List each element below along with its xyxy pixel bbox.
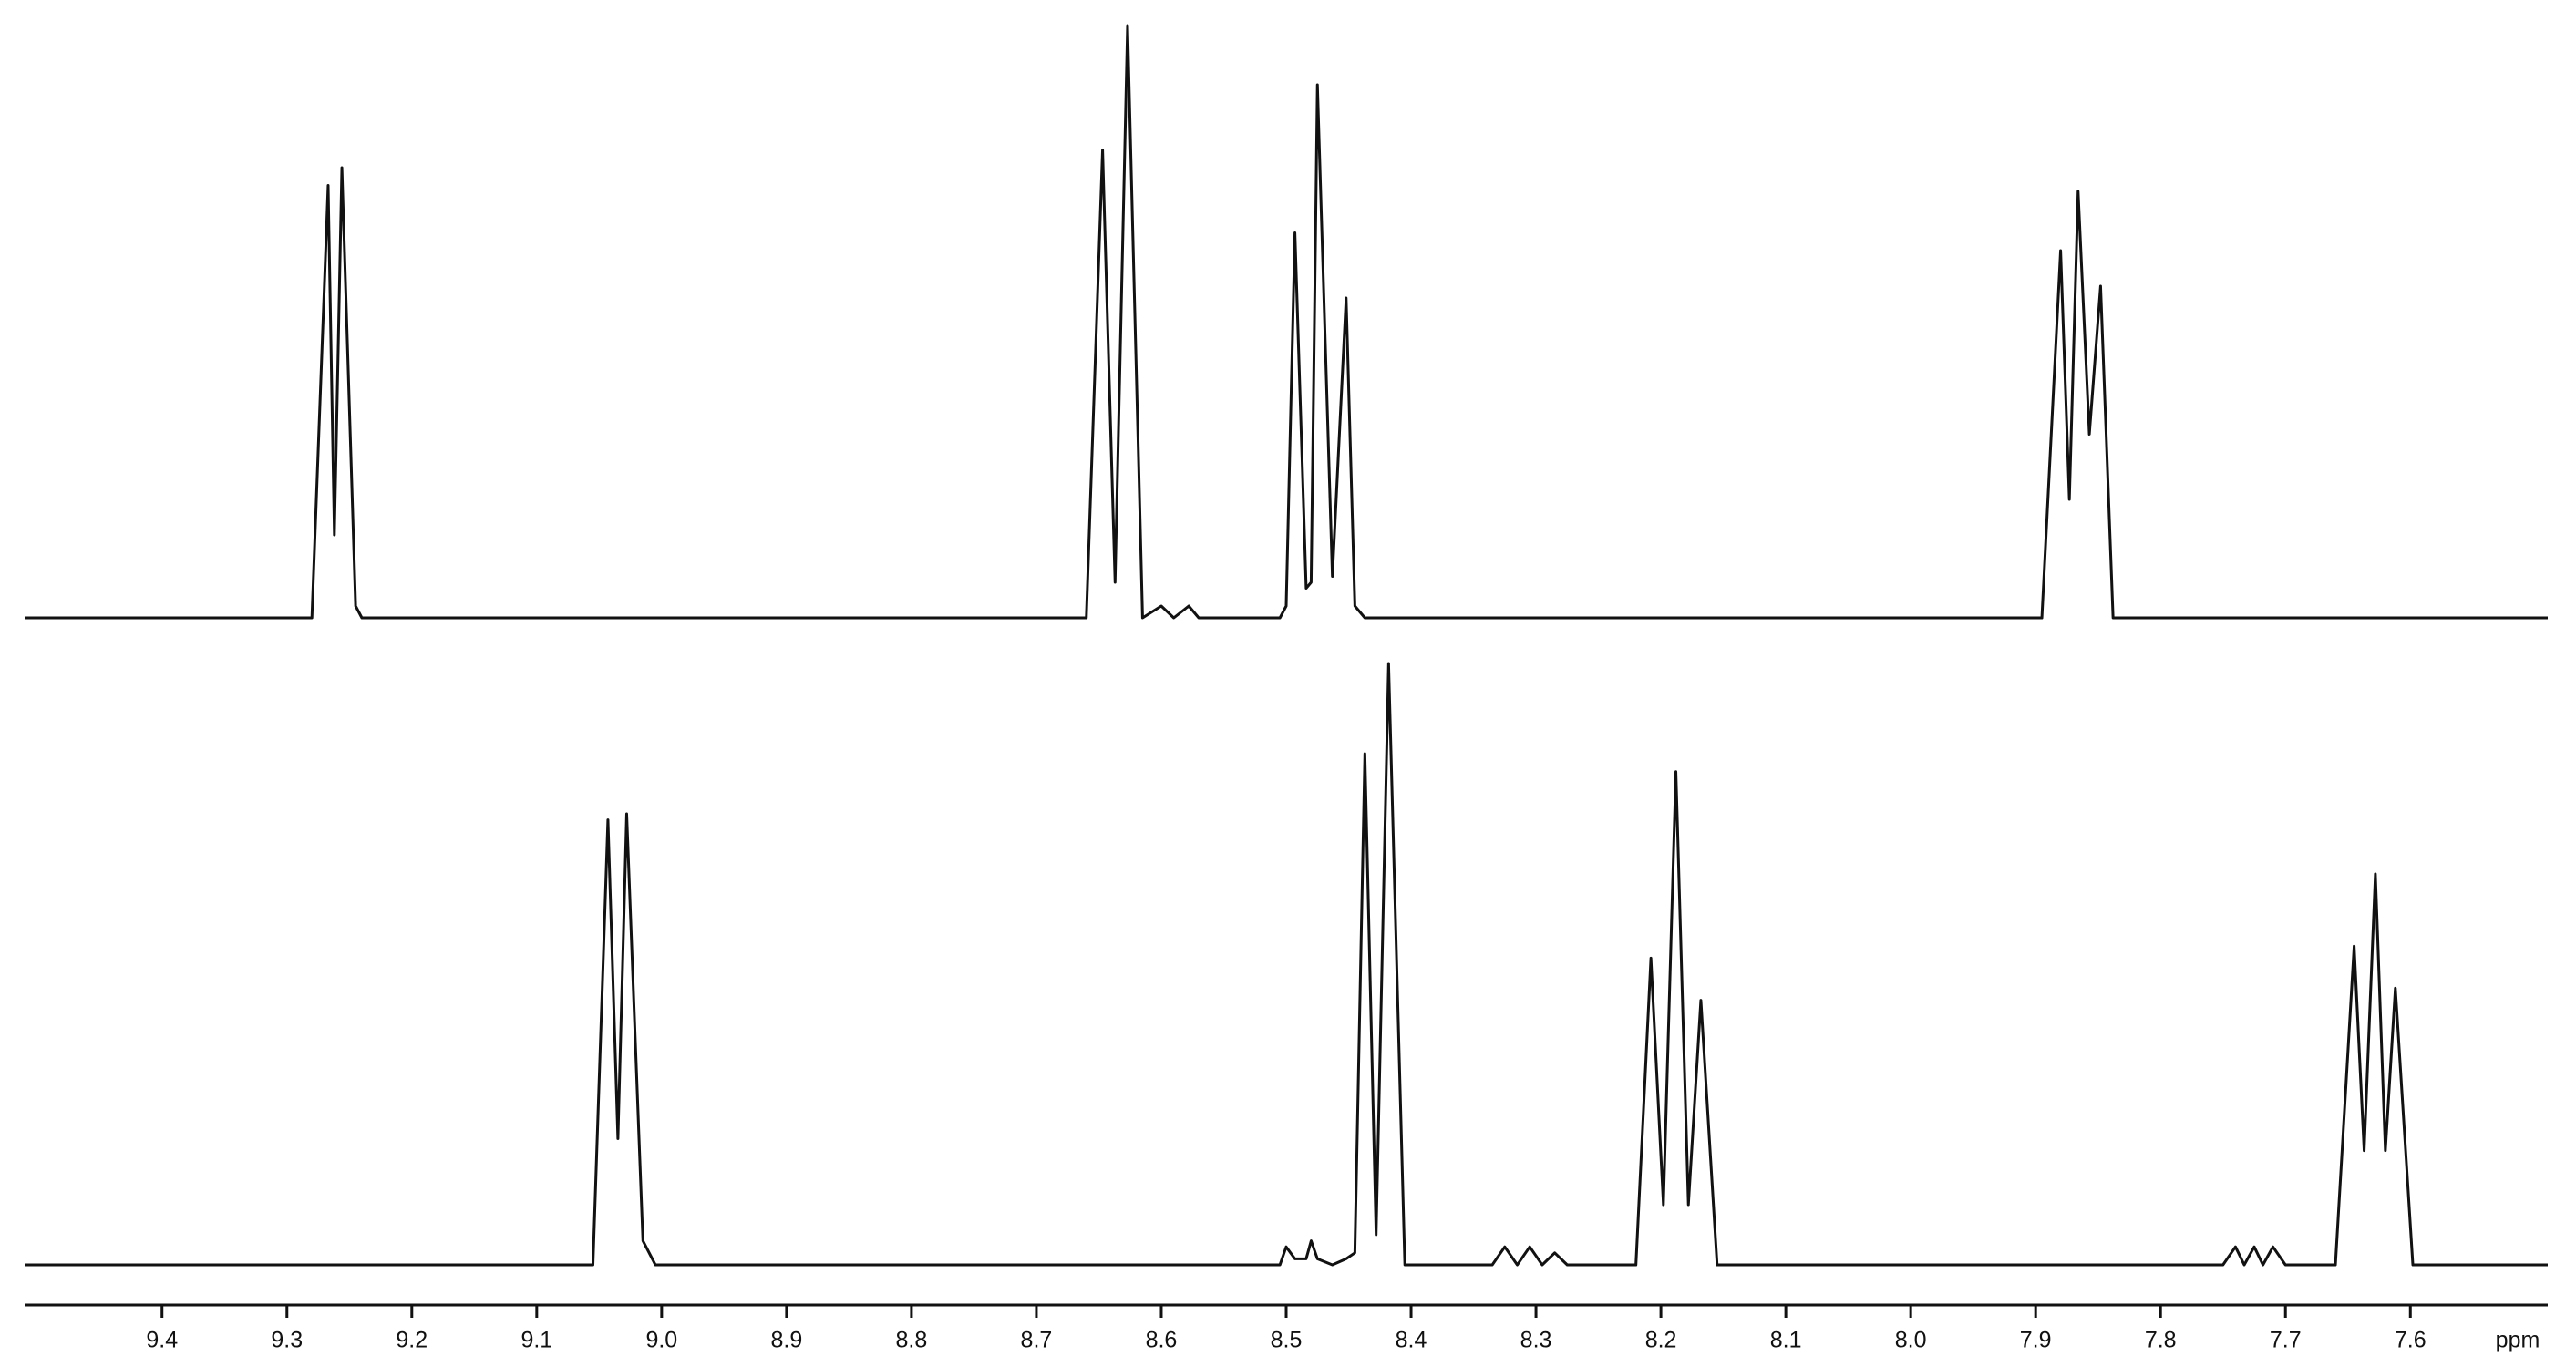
- x-tick-label: 8.7: [1021, 1328, 1053, 1353]
- x-tick-label: 7.7: [2270, 1328, 2302, 1353]
- x-tick-label: 8.5: [1271, 1328, 1303, 1353]
- x-tick-label: 9.4: [146, 1328, 178, 1353]
- spectrum-line: [25, 24, 2548, 620]
- x-tick-label: 7.9: [2020, 1328, 2052, 1353]
- x-tick-label: 9.2: [396, 1328, 428, 1353]
- x-tick-label: 7.6: [2395, 1328, 2427, 1353]
- x-tick-label: 9.3: [271, 1328, 303, 1353]
- x-axis-label: ppm: [2496, 1328, 2540, 1353]
- x-tick-label: 8.0: [1895, 1328, 1927, 1353]
- spectrum-line: [25, 662, 2548, 1267]
- x-tick-label: 8.8: [896, 1328, 928, 1353]
- x-tick-label: 7.8: [2145, 1328, 2177, 1353]
- x-tick-label: 8.4: [1396, 1328, 1427, 1353]
- x-tick-label: 9.0: [645, 1328, 677, 1353]
- x-tick-label: 8.9: [770, 1328, 802, 1353]
- x-tick-label: 9.1: [520, 1328, 552, 1353]
- x-tick-label: 8.1: [1770, 1328, 1802, 1353]
- x-tick-label: 8.6: [1146, 1328, 1178, 1353]
- x-tick-label: 8.3: [1520, 1328, 1552, 1353]
- x-tick-label: 8.2: [1645, 1328, 1677, 1353]
